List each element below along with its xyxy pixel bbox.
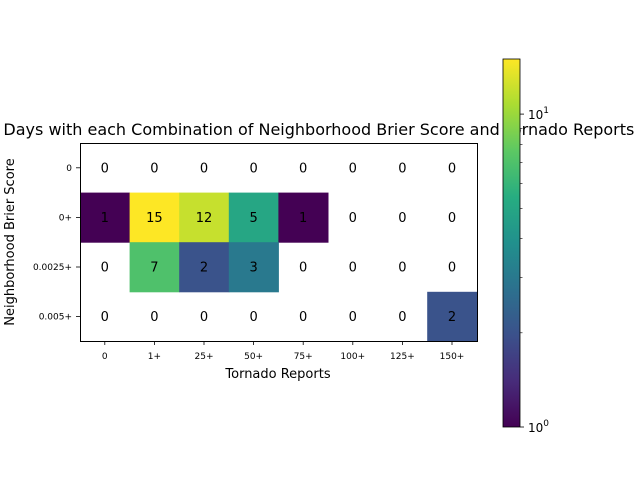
cell-value-label: 0 <box>398 211 406 226</box>
cell-value-label: 0 <box>398 310 406 325</box>
y-tick-label: 0+ <box>59 213 72 223</box>
x-axis-ticks: 0 1+ 25+ 50+ 75+ 100+ 125+ 150+ <box>102 341 464 362</box>
cell-value-label: 0 <box>200 310 208 325</box>
cell-value-label: 0 <box>398 261 406 276</box>
x-tick-label: 50+ <box>244 352 263 362</box>
cell-value-label: 2 <box>200 261 208 276</box>
cell-value-label: 3 <box>249 261 257 276</box>
heatmap-cell <box>228 192 279 243</box>
cell-value-label: 0 <box>299 161 307 176</box>
cell-value-label: 0 <box>150 161 158 176</box>
cell-value-label: 0 <box>299 310 307 325</box>
cell-value-label: 0 <box>349 261 357 276</box>
cell-value-label: 0 <box>349 310 357 325</box>
y-tick-label: 0.005+ <box>39 313 72 323</box>
y-tick-label: 0 <box>66 164 72 174</box>
x-tick-label: 100+ <box>340 352 365 362</box>
x-tick-label: 1+ <box>148 352 161 362</box>
cell-value-label: 1 <box>299 211 307 226</box>
heatmap-cell <box>228 242 279 293</box>
cell-value-label: 0 <box>299 261 307 276</box>
x-tick-label: 0 <box>102 352 108 362</box>
cell-value-label: 0 <box>349 161 357 176</box>
chart-title: Rate New Days with each Combination of N… <box>0 120 634 139</box>
heatmap-cell <box>179 242 230 293</box>
cell-value-label: 15 <box>146 211 163 226</box>
y-axis-ticks: 0 0+ 0.0025+ 0.005+ <box>33 164 80 323</box>
heatmap-cell <box>80 192 131 243</box>
cell-value-label: 0 <box>200 161 208 176</box>
cell-value-label: 1 <box>101 211 109 226</box>
heatmap-cell <box>129 192 180 243</box>
colorbar-gradient <box>502 58 521 428</box>
y-tick-label: 0.0025+ <box>33 263 72 273</box>
cell-value-label: 5 <box>249 211 257 226</box>
cell-value-label: 0 <box>249 310 257 325</box>
heatmap-cells: 0 0 0 0 0 0 0 0 1 15 12 5 1 0 0 0 0 7 2 3 0 0 0 0 0 0 0 0 0 0 0 2 <box>80 161 478 342</box>
cell-value-label: 12 <box>196 211 213 226</box>
x-tick-label: 25+ <box>195 352 214 362</box>
cell-value-label: 0 <box>398 161 406 176</box>
heatmap-cell <box>179 192 230 243</box>
cell-value-label: 0 <box>101 261 109 276</box>
x-tick-label: 75+ <box>294 352 313 362</box>
colorbar-tick-label: 100 <box>528 419 549 435</box>
x-axis-label: Tornado Reports <box>224 367 330 382</box>
cell-value-label: 0 <box>249 161 257 176</box>
colorbar-tick-label: 101 <box>528 106 549 122</box>
x-tick-label: 150+ <box>440 352 465 362</box>
cell-value-label: 2 <box>448 310 456 325</box>
heatmap-cell <box>278 192 329 243</box>
x-tick-label: 125+ <box>390 352 415 362</box>
cell-value-label: 0 <box>101 310 109 325</box>
cell-value-label: 0 <box>448 161 456 176</box>
y-axis-label: Neighborhood Brier Score <box>3 158 18 325</box>
cell-value-label: 0 <box>349 211 357 226</box>
cell-value-label: 0 <box>448 211 456 226</box>
colorbar: 100 101 <box>502 58 549 435</box>
cell-value-label: 0 <box>448 261 456 276</box>
cell-value-label: 0 <box>101 161 109 176</box>
cell-value-label: 0 <box>150 310 158 325</box>
plot-frame <box>80 143 478 342</box>
heatmap-cell <box>427 291 478 342</box>
cell-value-label: 7 <box>150 261 158 276</box>
heatmap-cell <box>129 242 180 293</box>
